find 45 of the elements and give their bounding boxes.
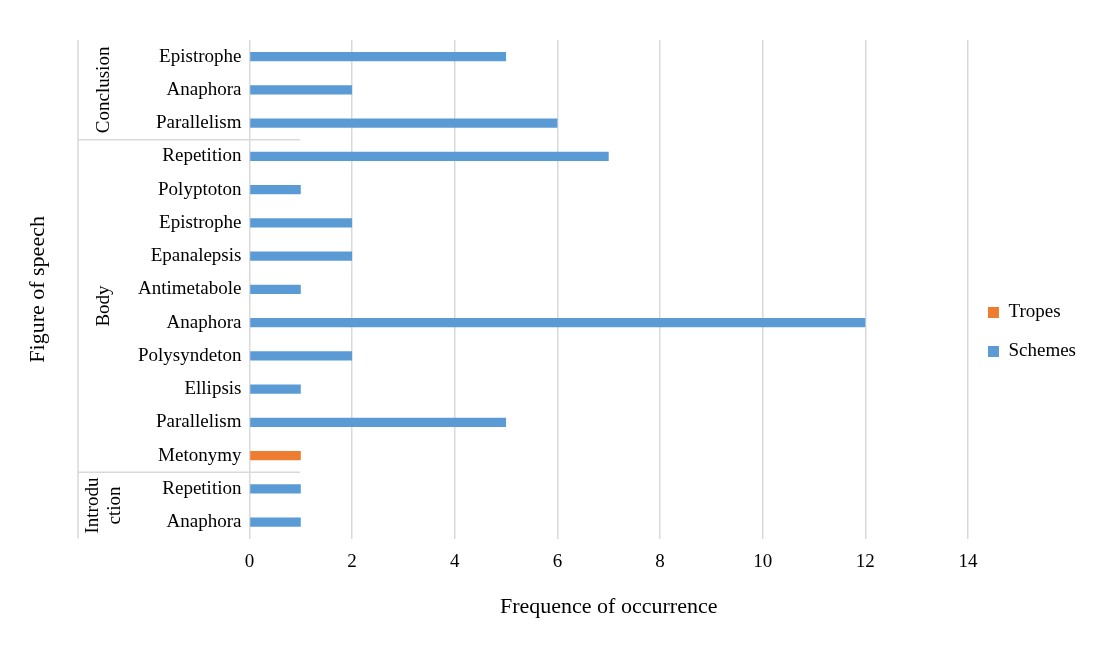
x-tick-label: 14 [958,550,978,572]
x-tick-label: 0 [244,550,255,572]
x-tick-label: 8 [655,550,665,572]
y-tick-label: Epanalepsis [150,244,242,266]
bar [250,52,507,62]
x-tick-label: 12 [855,550,875,572]
x-tick-label: 4 [449,550,460,572]
bar [250,318,866,328]
bar [250,118,558,128]
y-tick-label: Parallelism [155,111,242,133]
bar [250,85,353,95]
y-tick-label: Antimetabole [138,277,242,299]
y-tick-label: Metonymy [158,443,242,465]
y-tick-label: Ellipsis [184,377,242,399]
bar [250,218,353,228]
x-tick-label: 6 [552,550,563,572]
y-tick-label: Epistrophe [159,44,242,66]
y-tick-label: Anaphora [166,310,243,332]
bar [250,484,301,494]
x-tick-label: 2 [347,550,357,572]
legend-label: Tropes [1008,300,1061,322]
bar [250,451,301,461]
y-tick-label: Repetition [162,476,242,498]
bar [250,417,507,427]
bar [250,284,301,294]
y-tick-label: Epistrophe [159,210,242,232]
text: Introduction [80,477,124,534]
x-axis-title: Frequence of occurrence [500,592,718,618]
y-tick-label: Repetition [162,144,242,166]
x-tick-label: 10 [753,550,773,572]
bar [250,517,301,527]
legend-label: Schemes [1008,339,1077,361]
bar [250,185,301,195]
bar [250,351,353,361]
y-axis-title: Figure of speech [23,216,49,363]
y-tick-label: Anaphora [166,77,243,99]
y-tick-label: Parallelism [155,410,242,432]
bar [250,251,353,261]
text: Body [91,284,113,327]
bar [250,384,301,394]
y-tick-label: Anaphora [166,510,243,532]
text: Conclusion [91,46,113,134]
y-tick-label: Polyptoton [158,177,242,199]
bar [250,151,609,161]
y-tick-label: Polysyndeton [138,343,242,365]
